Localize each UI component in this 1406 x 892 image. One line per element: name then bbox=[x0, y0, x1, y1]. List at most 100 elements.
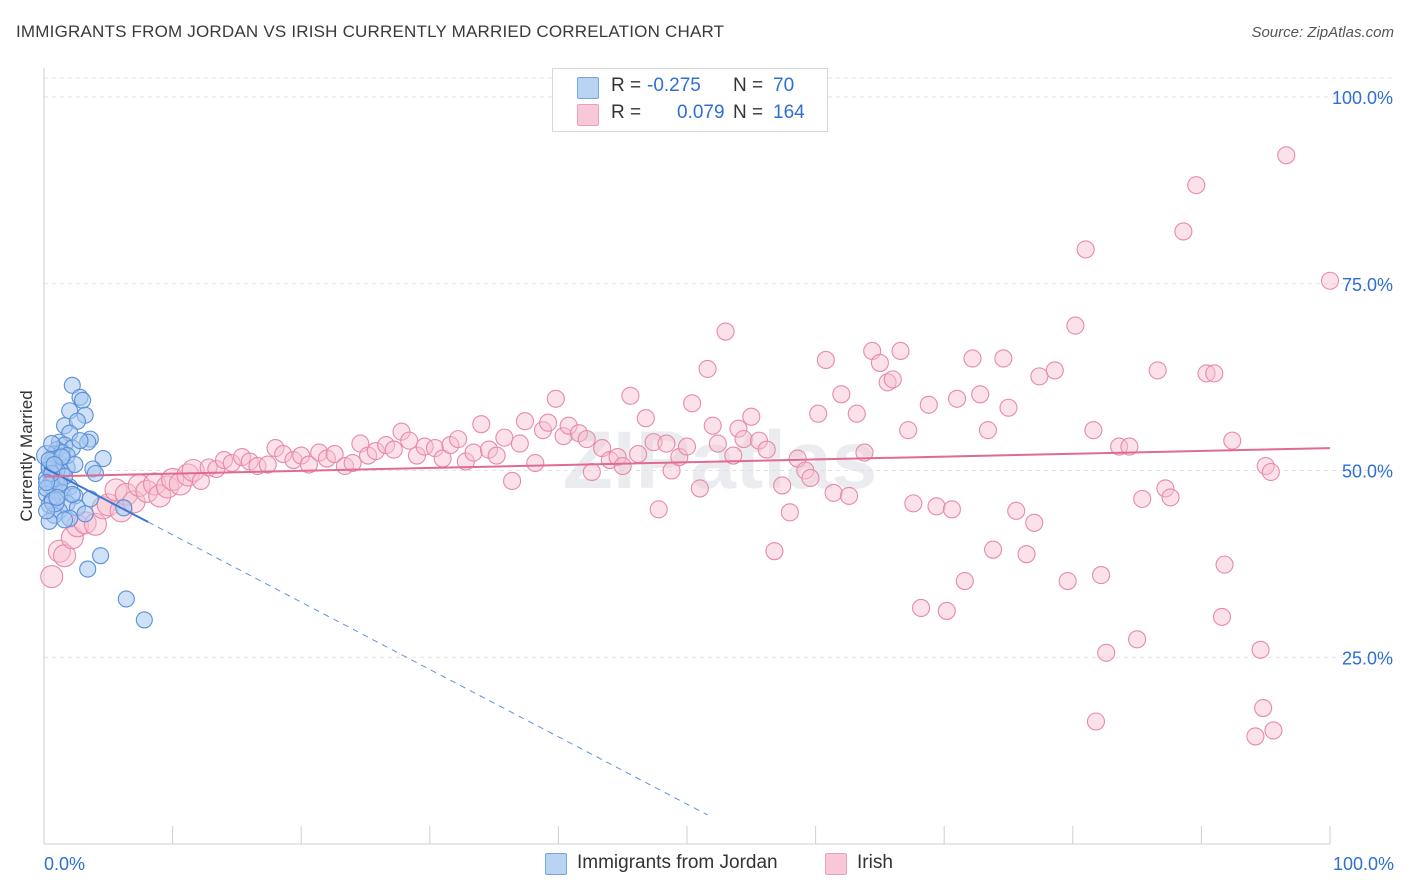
jordan-point bbox=[48, 488, 66, 506]
irish-point bbox=[912, 598, 931, 617]
irish-point bbox=[1277, 146, 1296, 165]
grid-lines bbox=[44, 77, 1394, 658]
irish-point bbox=[649, 500, 668, 519]
irish-point bbox=[577, 430, 596, 449]
irish-point bbox=[765, 542, 784, 561]
irish-point bbox=[847, 404, 866, 423]
irish-point bbox=[636, 409, 655, 428]
irish-point bbox=[1254, 698, 1273, 718]
irish-point bbox=[1128, 630, 1147, 649]
legend-row-irish: R = 0.079 N = 164 bbox=[577, 102, 805, 128]
jordan-point bbox=[79, 560, 97, 578]
irish-point bbox=[1174, 222, 1193, 241]
irish-point bbox=[999, 398, 1018, 417]
jordan-point bbox=[71, 432, 89, 450]
chart-title: IMMIGRANTS FROM JORDAN VS IRISH CURRENTL… bbox=[16, 22, 725, 41]
irish-point bbox=[1133, 489, 1152, 508]
irish-point bbox=[582, 462, 601, 482]
source-label: Source: ZipAtlas.com bbox=[1251, 24, 1394, 41]
irish-point bbox=[299, 455, 318, 474]
irish-point bbox=[1205, 364, 1224, 383]
jordan-point bbox=[63, 485, 81, 503]
irish-point bbox=[1076, 240, 1095, 259]
irish-point bbox=[937, 601, 956, 620]
x-tick-label: 100.0% bbox=[1333, 854, 1394, 874]
irish-point bbox=[608, 448, 627, 467]
tick-labels: 25.0% 50.0% 75.0% 100.0% 0.0% 100.0% bbox=[44, 88, 1394, 874]
irish-point bbox=[955, 572, 974, 591]
irish-point bbox=[1320, 271, 1340, 290]
irish-point bbox=[927, 497, 946, 516]
irish-point bbox=[801, 468, 820, 488]
legend-r-value-irish: 0.079 bbox=[677, 102, 725, 123]
irish-point bbox=[60, 526, 84, 550]
jordan-point bbox=[68, 412, 86, 430]
irish-point bbox=[683, 394, 702, 413]
trend-lines bbox=[43, 447, 1331, 816]
irish-point bbox=[1215, 555, 1234, 574]
irish-point bbox=[708, 434, 727, 453]
irish-point bbox=[899, 421, 918, 440]
irish-point bbox=[1264, 721, 1283, 740]
irish-point bbox=[325, 445, 344, 464]
irish-point bbox=[1084, 421, 1103, 440]
irish-point bbox=[690, 479, 709, 498]
bottom-legend-swatch-jordan bbox=[545, 853, 567, 875]
irish-point bbox=[1251, 640, 1270, 659]
irish-point bbox=[919, 395, 938, 414]
irish-point bbox=[816, 350, 835, 369]
irish-point bbox=[904, 494, 923, 513]
irish-point bbox=[891, 341, 910, 361]
irish-point bbox=[554, 427, 573, 446]
irish-point bbox=[1086, 712, 1105, 731]
irish-point bbox=[757, 440, 776, 459]
jordan-point bbox=[86, 464, 104, 483]
irish-point bbox=[449, 430, 468, 449]
irish-point bbox=[994, 349, 1013, 368]
irish-point bbox=[539, 413, 558, 432]
jordan-point bbox=[115, 499, 133, 517]
legend-swatch-jordan bbox=[577, 77, 599, 99]
bottom-legend-swatch-irish bbox=[825, 853, 847, 875]
legend-r-label: R = bbox=[611, 102, 642, 123]
bottom-legend-label-irish: Irish bbox=[857, 852, 893, 873]
irish-point bbox=[698, 359, 717, 378]
irish-point bbox=[824, 483, 843, 502]
irish-point bbox=[729, 419, 748, 438]
irish-point bbox=[621, 386, 640, 405]
jordan-point bbox=[63, 376, 81, 394]
irish-point bbox=[1261, 462, 1280, 482]
jordan-trend-extension bbox=[147, 521, 708, 816]
irish-point bbox=[1017, 545, 1036, 564]
irish-point bbox=[883, 370, 902, 389]
legend-r-value-jordan: -0.275 bbox=[647, 75, 701, 96]
irish-point bbox=[495, 428, 514, 447]
bottom-legend-label-jordan: Immigrants from Jordan bbox=[577, 852, 778, 873]
irish-trend-line bbox=[43, 447, 1331, 478]
irish-point bbox=[613, 456, 632, 476]
irish-point bbox=[425, 439, 444, 458]
irish-point bbox=[464, 443, 483, 462]
irish-point bbox=[716, 322, 735, 341]
irish-point bbox=[942, 500, 961, 519]
irish-point bbox=[1197, 364, 1216, 383]
irish-point bbox=[366, 442, 385, 461]
legend-n-value-irish: 164 bbox=[773, 102, 805, 123]
irish-point bbox=[670, 448, 689, 467]
irish-point bbox=[1092, 566, 1111, 585]
stats-legend: R = -0.275 N = 70 R = 0.079 N = 164 bbox=[552, 68, 828, 132]
jordan-point bbox=[135, 611, 153, 629]
irish-point bbox=[1025, 513, 1044, 532]
irish-point bbox=[878, 373, 897, 392]
irish-point bbox=[503, 471, 522, 491]
legend-n-label: N = bbox=[733, 75, 764, 96]
irish-point bbox=[629, 445, 648, 464]
jordan-point bbox=[92, 547, 110, 565]
irish-point bbox=[724, 446, 743, 465]
jordan-point bbox=[56, 511, 74, 529]
irish-point bbox=[1058, 572, 1077, 591]
irish-point bbox=[1246, 727, 1265, 746]
y-tick-label: 100.0% bbox=[1332, 88, 1393, 108]
irish-point bbox=[1066, 316, 1085, 335]
